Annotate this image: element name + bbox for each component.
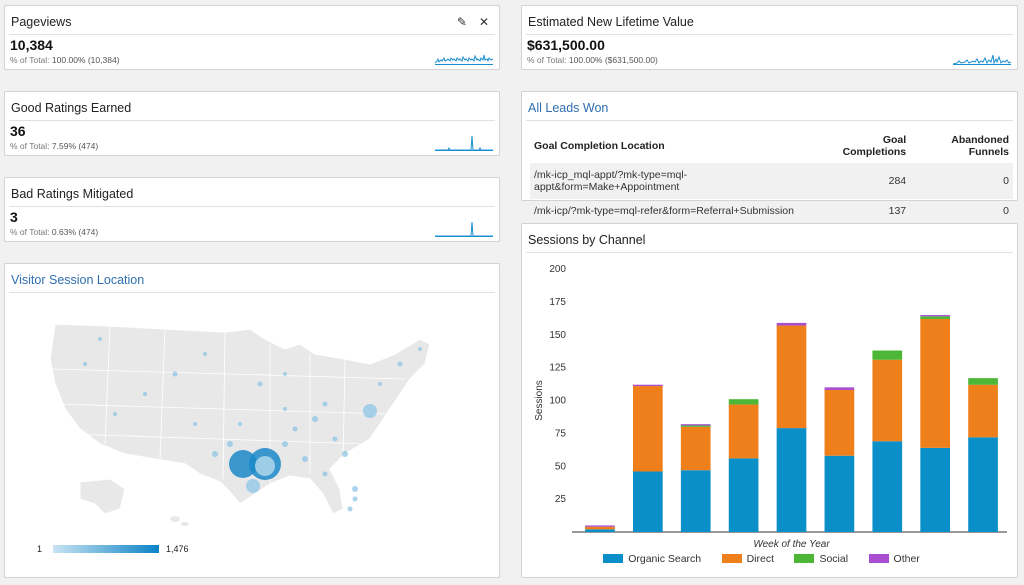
bar-direct[interactable] (728, 404, 759, 459)
bar-social[interactable] (872, 350, 903, 360)
legend-item-social[interactable]: Social (794, 553, 848, 565)
bar-direct[interactable] (872, 359, 903, 442)
bar-organic-search[interactable] (824, 455, 855, 532)
bad-ratings-widget: Bad Ratings Mitigated 3 % of Total: 0.63… (4, 177, 500, 242)
bar-social[interactable] (968, 378, 998, 385)
widget-title: Sessions by Channel (528, 233, 646, 247)
widget-title-link[interactable]: Visitor Session Location (11, 273, 145, 287)
divider (9, 206, 495, 207)
y-tick-label: 175 (549, 297, 566, 308)
leads-table: Goal Completion Location Goal Completion… (530, 129, 1013, 223)
bar-direct[interactable] (968, 384, 998, 438)
metric-value: 36 (10, 123, 26, 139)
close-icon[interactable]: ✕ (478, 15, 489, 29)
bar-other[interactable] (585, 525, 615, 527)
widget-title: Bad Ratings Mitigated (11, 187, 134, 201)
legend-item-organic[interactable]: Organic Search (603, 553, 701, 565)
divider (9, 120, 495, 121)
bar-organic-search[interactable] (920, 447, 951, 532)
y-tick-label: 75 (555, 428, 567, 439)
divider (526, 120, 1013, 121)
table-row: /mk-icp/?mk-type=mql-refer&form=Referral… (530, 199, 1013, 223)
bar-other[interactable] (680, 424, 711, 426)
sessions-chart: 25 50 75 100 125 150 175 200 Week of the Year Ses… (534, 264, 1007, 550)
x-axis-label: Week of the Year (753, 539, 830, 550)
metric-value: 3 (10, 209, 18, 225)
good-ratings-widget: Good Ratings Earned 36 % of Total: 7.59%… (4, 91, 500, 156)
bar-other[interactable] (632, 384, 663, 387)
sparkline (435, 54, 493, 65)
sparkline (953, 54, 1011, 65)
divider (526, 252, 1013, 253)
table-cell: 0 (910, 163, 1013, 199)
metric-value: 10,384 (10, 37, 53, 53)
bar-social[interactable] (728, 399, 759, 405)
y-tick-label: 200 (549, 264, 566, 275)
chart-legend: Organic Search Direct Social Other (522, 550, 1017, 568)
y-tick-label: 125 (549, 363, 566, 374)
bar-organic-search[interactable] (776, 428, 807, 532)
bar-direct[interactable] (632, 386, 663, 472)
y-tick-label: 25 (555, 494, 567, 505)
legend-max-label: 1,476 (166, 544, 189, 554)
sparkline (435, 221, 493, 237)
metric-total: % of Total: 0.63% (474) (10, 227, 99, 237)
table-cell: 137 (888, 205, 907, 217)
widget-title-link[interactable]: All Leads Won (528, 101, 609, 115)
legend-gradient (53, 545, 159, 553)
sessions-widget: Sessions by Channel 25 50 75 100 125 150 175 20… (521, 223, 1018, 578)
widget-title: Estimated New Lifetime Value (528, 15, 694, 29)
sparkline (435, 135, 493, 151)
column-header[interactable]: Goal Completion Location (534, 140, 665, 152)
metric-total: % of Total: 100.00% ($631,500.00) (527, 55, 658, 65)
divider (526, 34, 1013, 35)
legend-item-other[interactable]: Other (868, 553, 920, 565)
table-cell: /mk-icp/?mk-type=mql-refer&form=Referral… (534, 205, 794, 217)
bar-direct[interactable] (585, 526, 615, 530)
column-header[interactable]: Goal Completions (842, 134, 907, 158)
y-tick-label: 100 (549, 396, 566, 407)
metric-value: $631,500.00 (527, 37, 605, 53)
bar-other[interactable] (776, 322, 807, 326)
table-row: /mk-icp_mql-appt/?mk-type=mql-appt&form=… (530, 163, 1013, 199)
y-axis-label: Sessions (534, 380, 545, 421)
bar-organic-search[interactable] (680, 470, 711, 532)
bar-direct[interactable] (776, 325, 807, 429)
y-tick-label: 150 (549, 330, 566, 341)
widget-title: Good Ratings Earned (11, 101, 132, 115)
pencil-icon[interactable]: ✎ (456, 15, 467, 29)
divider (9, 292, 495, 293)
bar-organic-search[interactable] (872, 441, 903, 532)
bar-organic-search[interactable] (968, 437, 998, 532)
table-cell: /mk-icp_mql-appt/?mk-type=mql-appt&form=… (530, 163, 817, 199)
leads-widget: All Leads Won Goal Completion Location G… (521, 91, 1018, 217)
column-header[interactable]: Abandoned Funnels (951, 134, 1009, 158)
bar-other[interactable] (824, 387, 855, 390)
table-cell: 0 (1003, 205, 1009, 217)
bar-organic-search[interactable] (585, 529, 615, 532)
legend-item-direct[interactable]: Direct (721, 553, 774, 565)
map-widget: Visitor Session Location (4, 263, 500, 578)
pageviews-widget: Pageviews ✎ ✕ 10,384 % of Total: 100.00%… (4, 5, 500, 70)
bar-organic-search[interactable] (728, 458, 759, 532)
us-map[interactable] (25, 314, 445, 539)
legend-min-label: 1 (37, 544, 43, 554)
bar-organic-search[interactable] (632, 471, 663, 532)
table-cell: 284 (816, 163, 911, 199)
metric-total: % of Total: 100.00% (10,384) (10, 55, 120, 65)
lifetime-value-widget: Estimated New Lifetime Value $631,500.00… (521, 5, 1018, 70)
bar-social[interactable] (920, 316, 951, 319)
bar-other[interactable] (920, 315, 951, 317)
y-tick-label: 50 (555, 461, 567, 472)
bar-direct[interactable] (680, 426, 711, 471)
bar-social[interactable] (680, 425, 711, 427)
bar-direct[interactable] (920, 318, 951, 448)
divider (9, 34, 495, 35)
widget-title: Pageviews (11, 15, 72, 29)
metric-total: % of Total: 7.59% (474) (10, 141, 99, 151)
bar-direct[interactable] (824, 389, 855, 456)
